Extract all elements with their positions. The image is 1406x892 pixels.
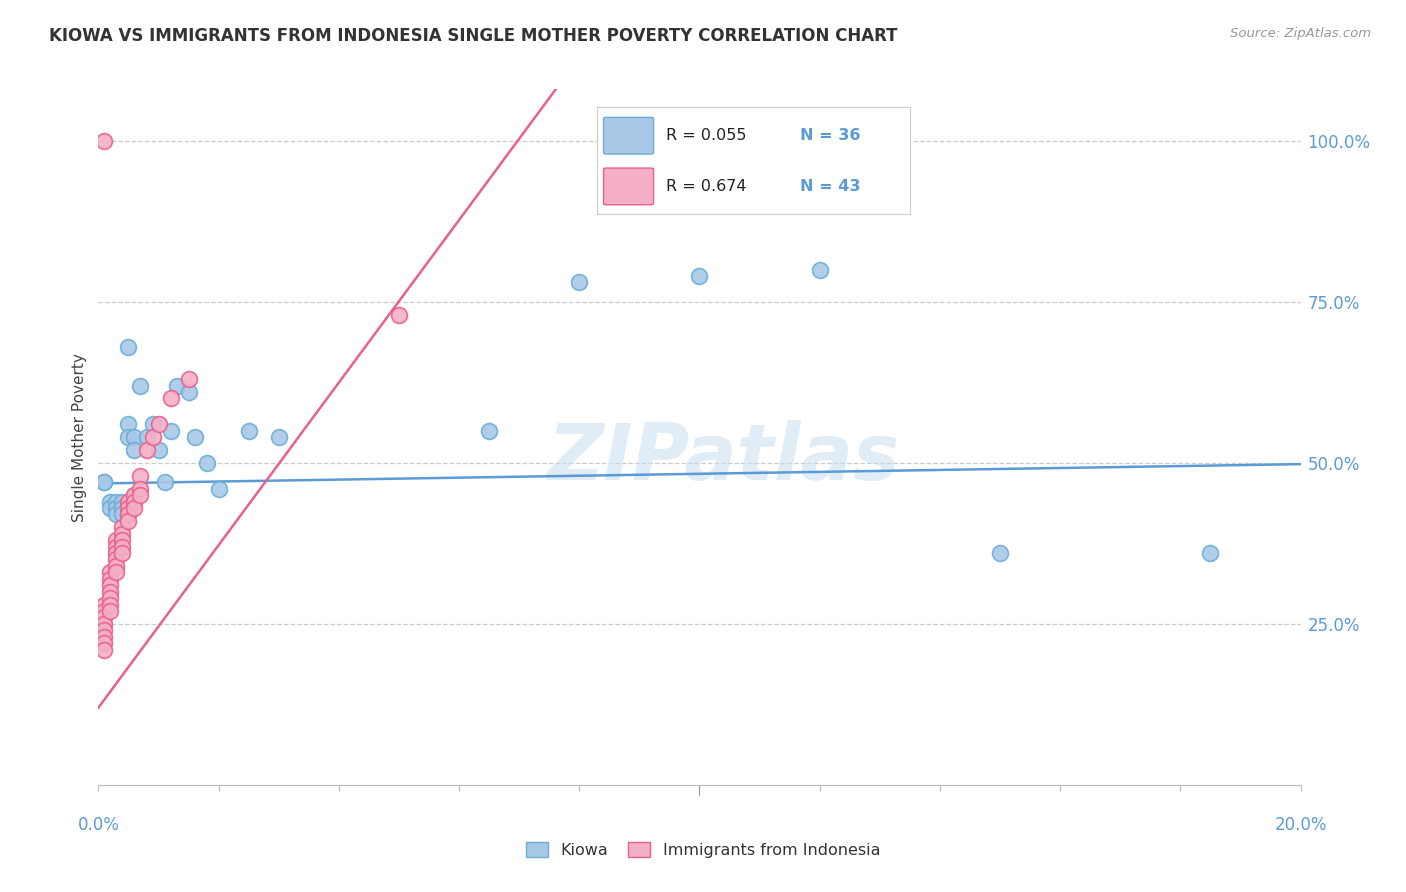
Point bbox=[100, 578, 122, 592]
Point bbox=[141, 417, 163, 432]
Point bbox=[93, 475, 115, 490]
Point bbox=[105, 546, 128, 560]
Point bbox=[124, 488, 146, 502]
Point bbox=[117, 508, 139, 522]
Point bbox=[100, 591, 122, 606]
Point bbox=[105, 558, 128, 573]
Point bbox=[93, 642, 115, 657]
Point bbox=[105, 540, 128, 554]
Text: ZIPatlas: ZIPatlas bbox=[547, 420, 900, 496]
Point bbox=[111, 508, 134, 522]
Point bbox=[111, 533, 134, 548]
Point bbox=[159, 392, 181, 406]
Point bbox=[111, 500, 134, 515]
Point bbox=[93, 475, 115, 490]
Point bbox=[124, 488, 146, 502]
Point bbox=[93, 636, 115, 650]
Point bbox=[177, 372, 200, 386]
Point bbox=[148, 417, 170, 432]
Point bbox=[100, 500, 122, 515]
Point bbox=[93, 630, 115, 644]
Point bbox=[124, 442, 146, 457]
Point bbox=[105, 508, 128, 522]
Point bbox=[208, 482, 231, 496]
Point bbox=[135, 442, 157, 457]
Point bbox=[129, 482, 152, 496]
Text: 0.0%: 0.0% bbox=[77, 816, 120, 834]
Point bbox=[141, 430, 163, 444]
Point bbox=[111, 540, 134, 554]
Point bbox=[93, 598, 115, 612]
Point bbox=[1199, 546, 1222, 560]
Point bbox=[117, 340, 139, 354]
Point bbox=[124, 494, 146, 508]
Point bbox=[100, 604, 122, 618]
Point bbox=[93, 616, 115, 631]
Point bbox=[111, 494, 134, 508]
Point bbox=[568, 276, 591, 290]
Point bbox=[117, 500, 139, 515]
Point bbox=[195, 456, 218, 470]
Point bbox=[124, 500, 146, 515]
Point bbox=[388, 308, 411, 322]
Point bbox=[105, 500, 128, 515]
Point bbox=[689, 268, 711, 283]
Point bbox=[129, 468, 152, 483]
Point bbox=[129, 378, 152, 392]
Point bbox=[93, 134, 115, 148]
Point bbox=[148, 442, 170, 457]
Point bbox=[111, 520, 134, 534]
Point bbox=[117, 494, 139, 508]
Point bbox=[117, 508, 139, 522]
Point bbox=[100, 584, 122, 599]
Point bbox=[105, 566, 128, 580]
Point bbox=[100, 572, 122, 586]
Point bbox=[183, 430, 205, 444]
Text: Source: ZipAtlas.com: Source: ZipAtlas.com bbox=[1230, 27, 1371, 40]
Point bbox=[478, 424, 501, 438]
Point bbox=[117, 417, 139, 432]
Point bbox=[100, 494, 122, 508]
Point bbox=[100, 566, 122, 580]
Point bbox=[267, 430, 290, 444]
Point bbox=[238, 424, 260, 438]
Point bbox=[153, 475, 176, 490]
Point bbox=[124, 430, 146, 444]
Point bbox=[166, 378, 188, 392]
Point bbox=[100, 598, 122, 612]
Point bbox=[129, 488, 152, 502]
Point bbox=[105, 494, 128, 508]
Point bbox=[111, 526, 134, 541]
Point bbox=[177, 384, 200, 399]
Point bbox=[117, 514, 139, 528]
Text: KIOWA VS IMMIGRANTS FROM INDONESIA SINGLE MOTHER POVERTY CORRELATION CHART: KIOWA VS IMMIGRANTS FROM INDONESIA SINGL… bbox=[49, 27, 897, 45]
Point bbox=[105, 533, 128, 548]
Point bbox=[988, 546, 1011, 560]
Y-axis label: Single Mother Poverty: Single Mother Poverty bbox=[72, 352, 87, 522]
Text: 20.0%: 20.0% bbox=[1274, 816, 1327, 834]
Point bbox=[105, 552, 128, 566]
Legend: Kiowa, Immigrants from Indonesia: Kiowa, Immigrants from Indonesia bbox=[519, 836, 887, 864]
Point bbox=[93, 604, 115, 618]
Point bbox=[93, 624, 115, 638]
Point bbox=[159, 424, 181, 438]
Point bbox=[93, 610, 115, 624]
Point bbox=[135, 430, 157, 444]
Point bbox=[117, 430, 139, 444]
Point bbox=[111, 546, 134, 560]
Point bbox=[808, 262, 831, 277]
